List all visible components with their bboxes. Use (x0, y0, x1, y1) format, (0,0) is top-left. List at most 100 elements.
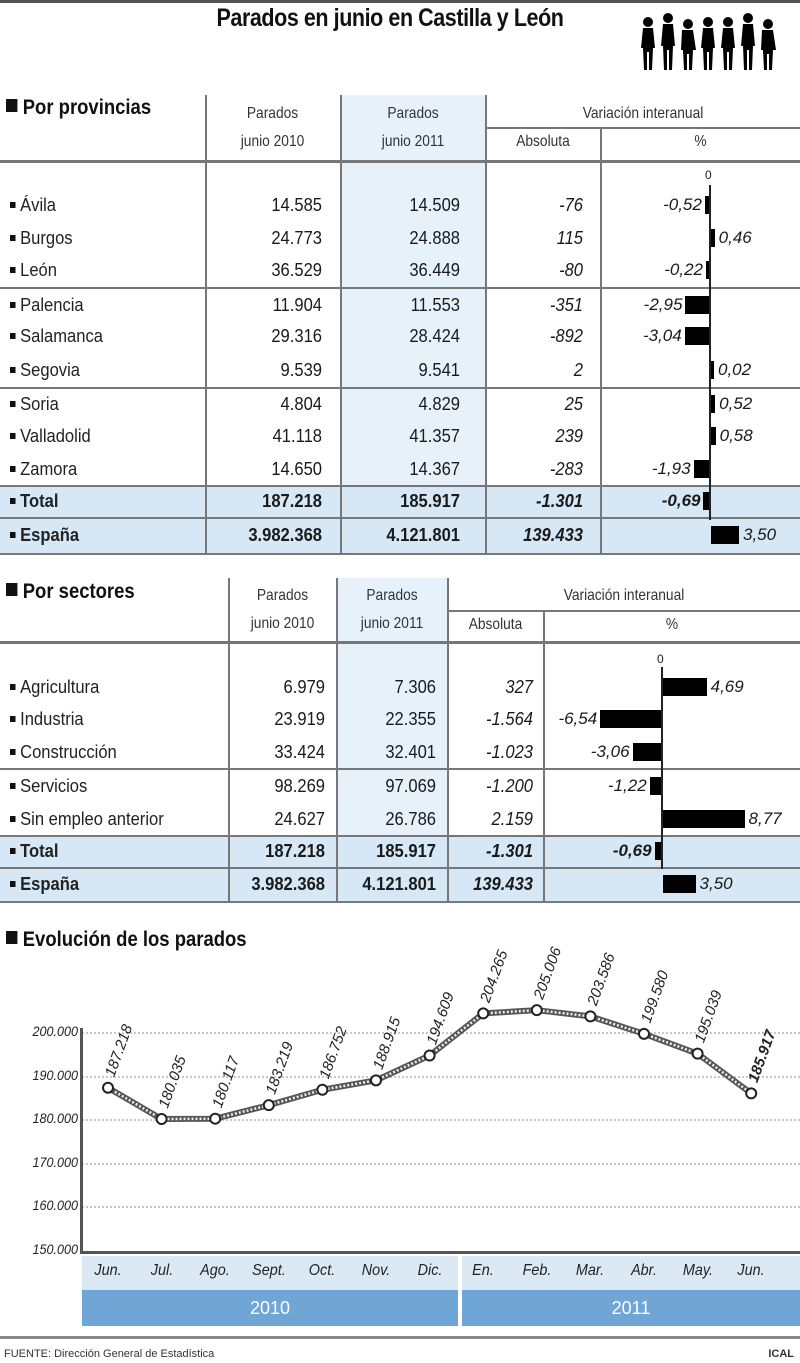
cell-jun2010: 23.919 (274, 709, 325, 729)
data-point-label: 199.580 (638, 968, 673, 1025)
data-point-marker (102, 1081, 114, 1094)
table-row: Segovia 9.539 9.541 2 0,02 (0, 354, 800, 386)
data-point-marker (209, 1112, 222, 1125)
cell-jun2011: 11.553 (410, 295, 460, 315)
cell-jun2010: 4.804 (280, 394, 322, 414)
data-point-marker (691, 1047, 704, 1060)
divider (0, 867, 800, 869)
bullet-icon (10, 749, 16, 755)
percent-bar (663, 810, 745, 828)
top-rule (0, 0, 800, 3)
cell-percent: 0,58 (719, 426, 753, 445)
table-row: Ávila 14.585 14.509 -76 -0,52 (0, 189, 800, 221)
row-label: Servicios (10, 770, 87, 802)
year-label-2011: 2011 (462, 1290, 800, 1326)
cell-jun2011: 185.917 (376, 841, 436, 861)
cell-percent: 3,50 (743, 525, 777, 544)
bullet-icon (10, 783, 16, 789)
cell-percent: -0,69 (612, 841, 652, 860)
row-label: Ávila (10, 189, 56, 221)
table-row: Construcción 33.424 32.401 -1.023 -3,06 (0, 736, 800, 768)
row-label: Palencia (10, 289, 84, 321)
cell-jun2011: 7.306 (394, 677, 436, 697)
bullet-icon (10, 302, 16, 308)
bullet-icon (10, 816, 16, 822)
cell-absolute: -76 (559, 195, 583, 215)
cell-absolute: -892 (549, 326, 583, 346)
cell-jun2010: 36.529 (271, 260, 322, 280)
spain-band (0, 519, 800, 553)
header-jun2011: Parados junio 2011 (360, 587, 424, 632)
gridline (82, 1162, 800, 1165)
divider (0, 901, 800, 903)
divider (0, 835, 800, 837)
divider (448, 610, 800, 612)
data-point-marker (745, 1087, 758, 1100)
cell-jun2010: 11.904 (272, 295, 322, 315)
row-label: Industria (10, 703, 84, 735)
percent-bar (711, 229, 715, 247)
section-title-evolution: Evolución de los parados (6, 928, 247, 952)
data-point-label: 186.752 (316, 1024, 351, 1081)
bullet-icon (10, 716, 16, 722)
row-label: Zamora (10, 453, 77, 485)
cell-jun2010: 14.585 (271, 195, 322, 215)
cell-percent: -2,95 (643, 295, 683, 314)
month-label: Feb. (522, 1262, 552, 1279)
row-label: Burgos (10, 222, 73, 254)
month-label: Ago. (200, 1262, 230, 1279)
cell-jun2010: 41.118 (272, 426, 322, 446)
cell-percent: -0,52 (663, 195, 702, 214)
percent-bar (600, 710, 661, 728)
month-label: Abr. (631, 1262, 657, 1279)
divider (0, 768, 800, 770)
zero-axis (709, 185, 711, 520)
row-label: Valladolid (10, 420, 91, 452)
column-divider (447, 578, 449, 901)
bullet-icon (10, 333, 16, 339)
y-tick-label: 160.000 (32, 1197, 78, 1214)
divider (0, 485, 800, 487)
cell-percent: 0,46 (718, 228, 752, 247)
row-label: Soria (10, 388, 59, 420)
gridline (82, 1032, 800, 1034)
percent-bar (711, 361, 714, 379)
cell-jun2011: 4.829 (418, 394, 460, 414)
table-row: Industria 23.919 22.355 -1.564 -6,54 (0, 703, 800, 735)
percent-bar (711, 427, 716, 445)
y-axis (80, 1028, 83, 1254)
cell-absolute: 327 (505, 677, 533, 697)
row-label: Salamanca (10, 320, 103, 352)
data-point-marker (638, 1027, 650, 1040)
divider (0, 387, 800, 389)
y-tick-label: 180.000 (32, 1110, 78, 1127)
cell-jun2011: 4.121.801 (362, 874, 436, 894)
spain-row: España 3.982.368 4.121.801 139.433 3,50 (0, 519, 800, 551)
month-label: Jun. (94, 1262, 122, 1279)
divider (0, 517, 800, 519)
percent-bar (654, 842, 661, 860)
row-label: Construcción (10, 736, 117, 768)
cell-percent: -1,93 (651, 459, 691, 478)
section-title-sectors: Por sectores (6, 580, 135, 604)
cell-percent: -6,54 (558, 709, 598, 728)
total-row: Total 187.218 185.917 -1.301 -0,69 (0, 485, 800, 517)
row-label: Segovia (10, 354, 80, 386)
cell-jun2011: 14.509 (409, 195, 460, 215)
gridline (82, 1119, 800, 1122)
cell-jun2011: 185.917 (400, 491, 460, 511)
header-variation: Variación interanual (563, 587, 685, 604)
row-label: Total (10, 835, 58, 867)
header-jun2011: Parados junio 2011 (381, 105, 445, 150)
cell-absolute: 2.159 (491, 809, 533, 829)
divider (0, 160, 800, 163)
cell-jun2011: 14.367 (409, 459, 460, 479)
percent-bar (684, 327, 709, 345)
cell-percent: 0,52 (719, 394, 753, 413)
percent-bar (663, 875, 696, 893)
month-label: May. (682, 1262, 713, 1279)
column-divider (600, 127, 602, 553)
cell-percent: 3,50 (699, 874, 733, 893)
source-note: FUENTE: Dirección General de Estadística (4, 1348, 215, 1360)
data-point-label: 205.006 (530, 944, 565, 1002)
